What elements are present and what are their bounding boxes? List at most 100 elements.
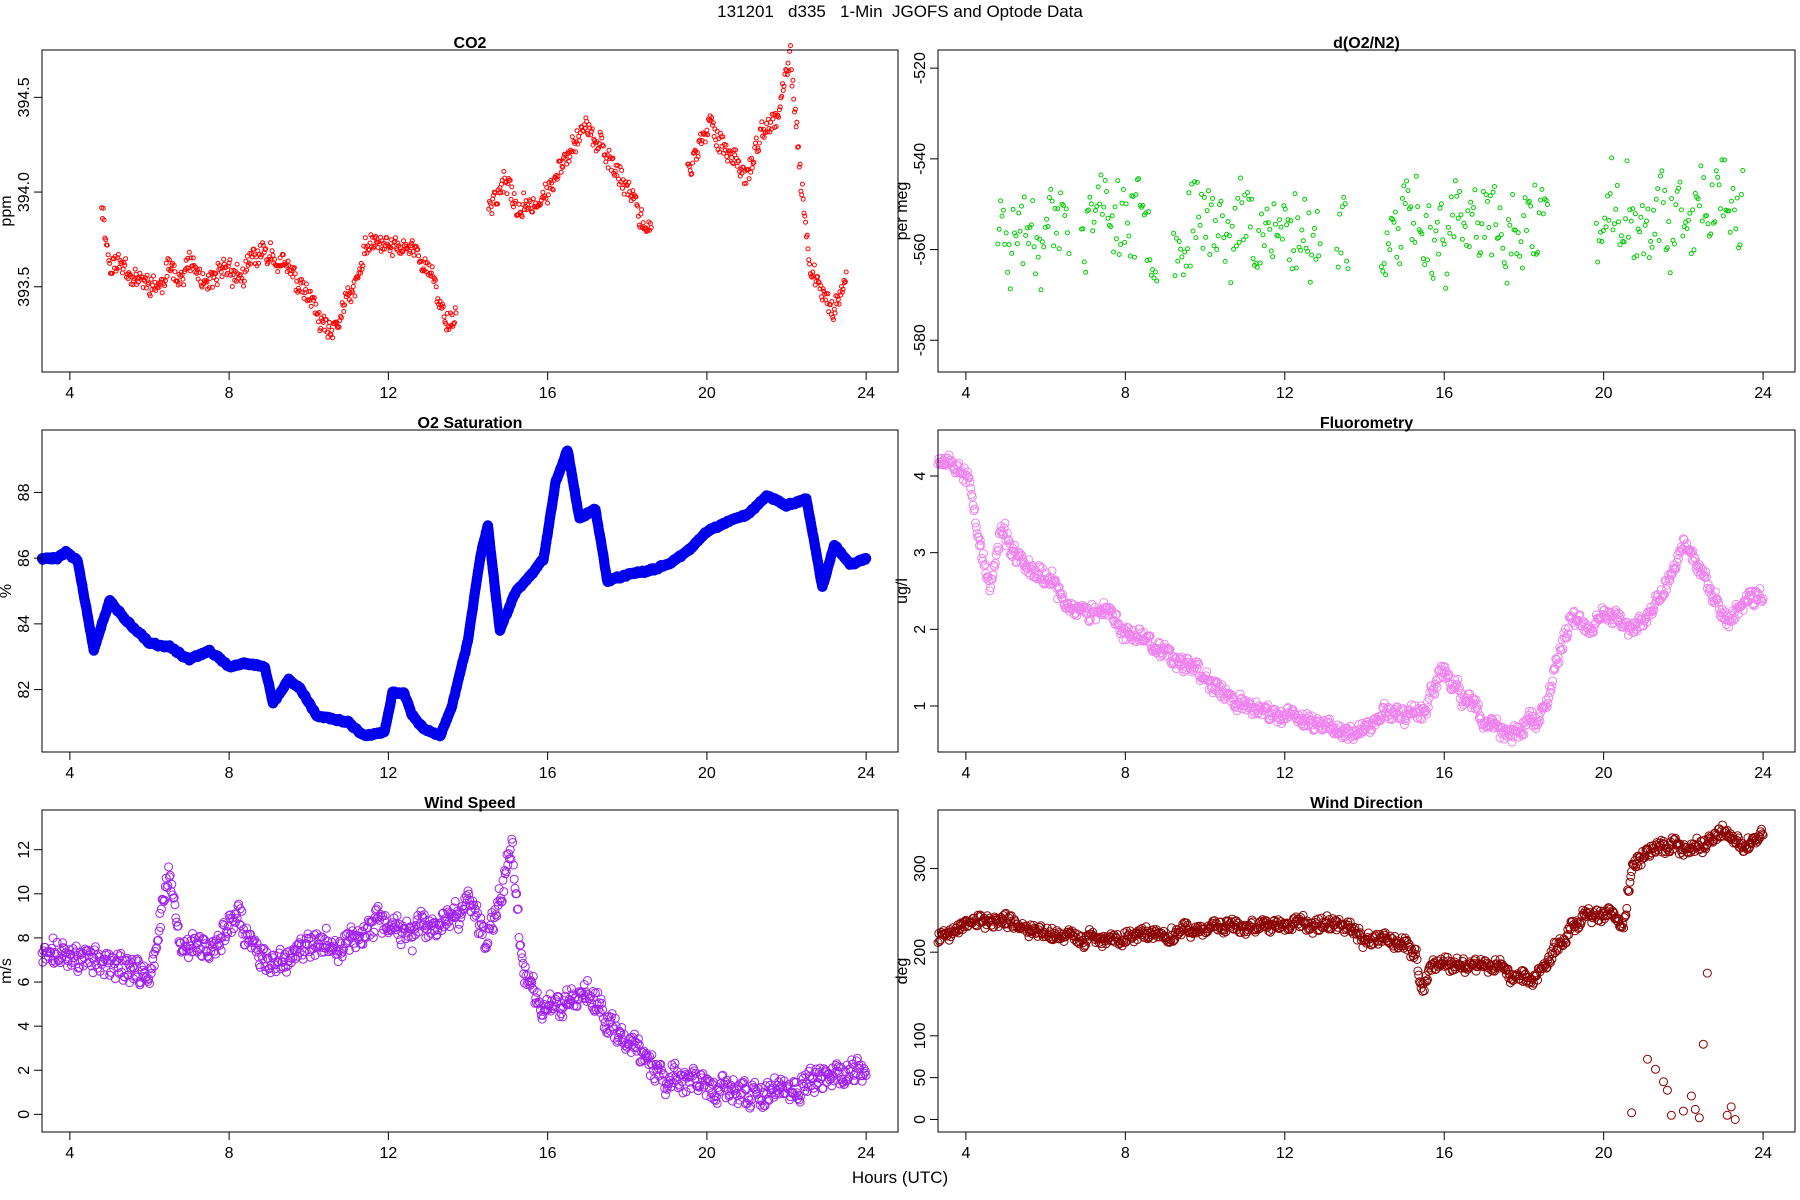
data-point [1641, 251, 1647, 257]
data-point [819, 297, 825, 303]
data-point [508, 196, 514, 202]
data-point [276, 263, 282, 269]
data-point [1109, 213, 1115, 219]
data-point [1051, 243, 1057, 249]
data-point [1473, 234, 1479, 240]
data-point [1705, 221, 1711, 227]
data-point [311, 297, 316, 303]
data-point [751, 159, 757, 165]
data-point [1605, 193, 1610, 199]
data-point [1049, 198, 1055, 204]
data-point [1203, 234, 1209, 240]
data-point [1196, 214, 1202, 220]
data-point [1497, 205, 1503, 211]
data-point [1246, 196, 1252, 202]
data-point [1737, 242, 1743, 248]
data-point [796, 144, 801, 150]
data-point [689, 171, 695, 177]
data-point [336, 324, 342, 330]
data-point [229, 284, 235, 289]
data-point [334, 324, 340, 330]
data-point [1391, 219, 1397, 225]
data-point [776, 107, 782, 113]
data-point [1062, 213, 1068, 218]
data-point [491, 189, 497, 195]
data-point [1438, 201, 1444, 207]
x-tick-label: 12 [1276, 385, 1294, 402]
data-point [1226, 233, 1232, 239]
data-point [1111, 249, 1117, 255]
data-point [530, 196, 536, 202]
data-point [562, 156, 568, 162]
data-point [610, 155, 616, 161]
data-point [1504, 280, 1510, 286]
data-point [1024, 225, 1030, 231]
data-point [1284, 222, 1290, 228]
data-point [549, 186, 555, 192]
data-point [219, 274, 225, 280]
data-point [557, 158, 563, 164]
data-point [269, 248, 275, 254]
data-point [1712, 219, 1718, 225]
figure-title: 131201 d335 1-Min JGOFS and Optode Data [717, 2, 1083, 21]
data-point [260, 240, 266, 246]
data-point [717, 130, 723, 136]
data-point [606, 147, 612, 153]
data-point [345, 285, 351, 291]
data-point [1207, 252, 1213, 257]
data-point [1310, 232, 1316, 238]
data-point [1699, 218, 1705, 224]
data-point [277, 255, 283, 261]
data-point [313, 301, 319, 307]
data-point [1440, 237, 1446, 243]
data-point [341, 309, 347, 314]
data-point [1444, 271, 1450, 277]
data-point [759, 119, 765, 125]
data-point [746, 176, 752, 182]
data-point [323, 317, 329, 323]
data-point [1475, 220, 1481, 226]
data-point [1660, 200, 1666, 206]
data-point [1433, 228, 1439, 234]
data-point [1126, 233, 1132, 239]
data-point [1610, 227, 1616, 233]
data-point [370, 234, 375, 240]
data-point [1152, 269, 1158, 275]
data-point [817, 286, 823, 292]
data-point [1277, 217, 1283, 223]
data-point [1730, 185, 1736, 191]
data-point [1261, 243, 1267, 249]
data-point [1695, 196, 1701, 202]
data-point [1119, 200, 1125, 206]
data-point [570, 149, 576, 155]
data-point [1404, 178, 1410, 184]
data-point [753, 135, 759, 141]
o2sat-points [36, 445, 872, 742]
data-point [1300, 238, 1306, 244]
data-point [1522, 195, 1528, 201]
data-point [1489, 252, 1495, 258]
data-point [1716, 182, 1722, 188]
data-point [756, 148, 762, 154]
data-point [1095, 184, 1101, 190]
data-point [204, 279, 210, 285]
data-point [588, 129, 594, 134]
data-point [418, 259, 424, 265]
data-point [498, 190, 504, 196]
y-tick-label: -580 [912, 324, 929, 356]
data-point [432, 277, 438, 283]
data-point [144, 272, 150, 278]
data-point [1212, 218, 1218, 224]
data-point [355, 275, 361, 281]
data-point [234, 261, 240, 267]
data-point [842, 280, 848, 286]
y-tick-label: -520 [912, 52, 929, 84]
data-point [559, 163, 565, 169]
data-point [592, 138, 598, 144]
data-point [648, 225, 654, 231]
data-point [1623, 216, 1629, 222]
data-point [577, 138, 582, 144]
data-point [1292, 191, 1298, 197]
data-point [106, 258, 112, 264]
data-point [452, 305, 458, 311]
